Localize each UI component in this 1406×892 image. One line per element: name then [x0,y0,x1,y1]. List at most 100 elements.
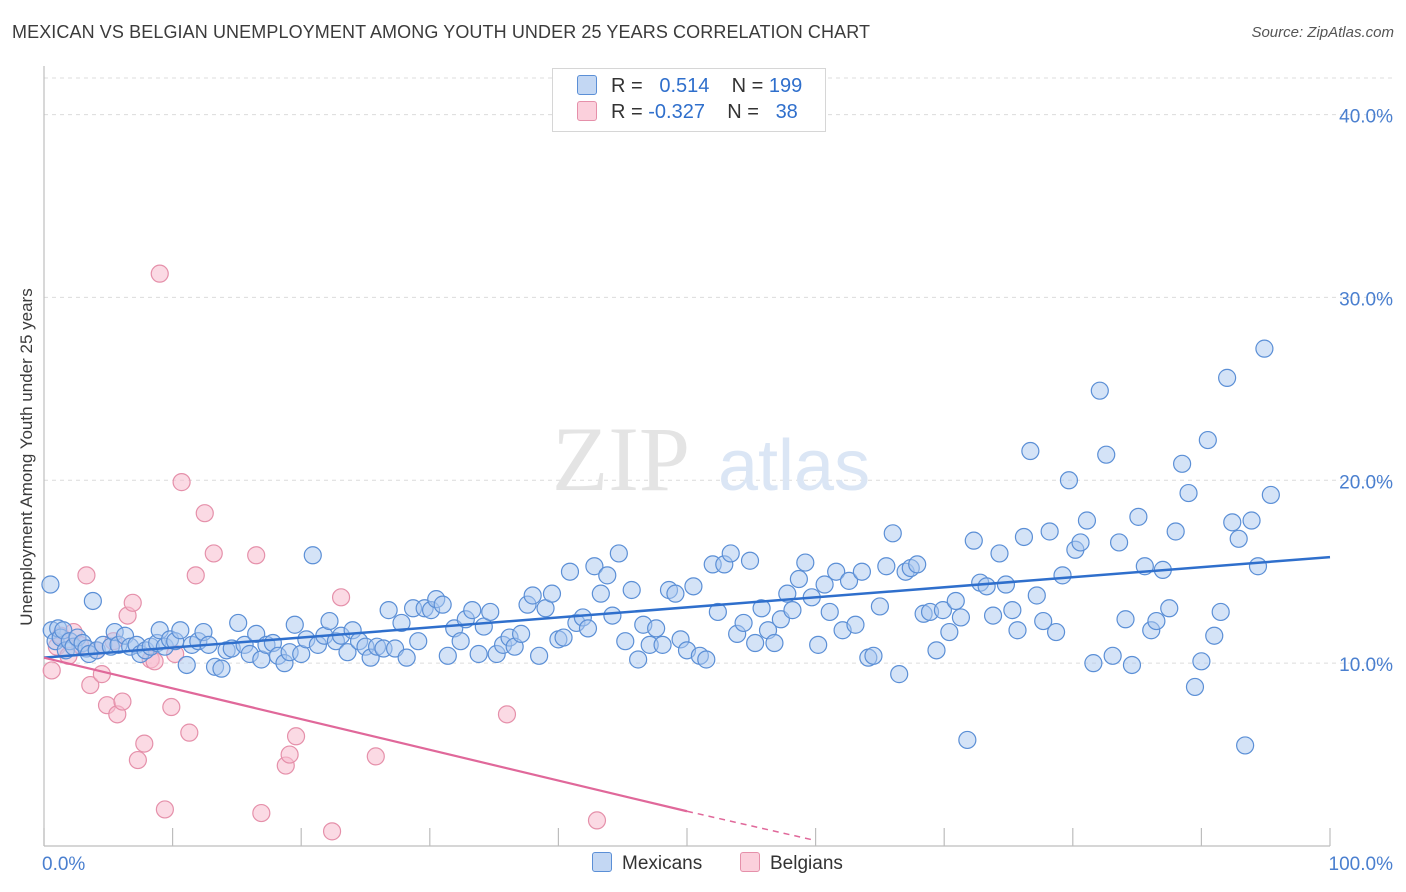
y-axis-label: Unemployment Among Youth under 25 years [17,288,36,625]
mexicans-point [303,546,322,565]
mexicans-point [397,648,416,667]
mexicans-point [285,615,304,634]
mexicans-r-label: R = [611,75,643,97]
mexicans-point [542,584,562,603]
belgians-point [123,593,142,612]
mexicans-point [523,586,542,605]
y-tick-label: 30.0% [1339,289,1393,310]
belgians-point [155,800,174,819]
mexicans-r-value: 0.514 [659,75,710,97]
belgians-point [128,750,147,770]
mexicans-point [789,569,808,589]
mexicans-point [585,557,604,576]
mexicans-point [1116,610,1135,629]
belgians-point [172,473,191,492]
mexicans-point [1129,507,1148,526]
mexicans-point [746,633,765,653]
bottom-mexicans-label: Mexicans [622,853,703,874]
mexicans-point [1185,677,1205,697]
belgians-series [42,264,607,841]
belgians-point [252,803,271,823]
mexicans-point [1034,611,1053,631]
legend-row-belgians: R = -0.327 N = 38 [577,101,798,127]
mexicans-point [852,562,871,581]
mexicans-point [1166,522,1185,541]
mexicans-point [1059,471,1079,490]
mexicans-point [883,524,902,543]
mexicans-point [554,628,573,647]
correlation-legend: R = 0.514 N = 199 R = -0.327 N = 38 [552,68,826,132]
belgians-point [366,747,385,766]
mexicans-point [1053,566,1072,585]
bottom-legend-belgians: Belgians [740,852,843,875]
belgians-point [186,566,205,585]
legend-row-mexicans: R = 0.514 N = 199 [577,75,802,101]
bottom-mexicans-swatch [592,852,612,872]
mexicans-series [41,339,1280,755]
mexicans-point [933,601,953,620]
belgians-point [180,723,199,742]
mexicans-point [983,606,1003,625]
mexicans-point [1103,646,1122,665]
chart-title: MEXICAN VS BELGIAN UNEMPLOYMENT AMONG YO… [12,22,871,42]
belgians-point [587,811,607,830]
mexicans-point [1071,533,1090,552]
mexicans-point [1229,529,1248,548]
mexicans-point [1008,621,1027,640]
bottom-belgians-swatch [740,852,760,872]
mexicans-point [1003,601,1022,620]
mexicans-point [1046,622,1066,642]
y-tick-label: 40.0% [1339,107,1393,128]
mexicans-point [927,641,946,660]
mexicans-point [1255,339,1274,358]
mexicans-point [951,608,971,627]
mexicans-point [1160,599,1179,618]
mexicans-point [647,619,666,638]
mexicans-point [609,544,628,563]
mexicans-point [946,591,965,611]
mexicans-point [629,650,648,669]
mexicans-point [481,602,500,622]
mexicans-point [721,544,740,563]
mexicans-point [1040,522,1059,541]
mexicans-point [463,601,482,620]
tick-labels: 10.0% 20.0% 30.0% 40.0% 0.0% 100.0% [42,107,1393,875]
bottom-belgians-label: Belgians [770,853,843,874]
mexicans-point [864,646,883,665]
mexicans-point [212,659,231,678]
mexicans-point [451,632,470,651]
mexicans-point [1261,485,1280,505]
mexicans-point [512,624,531,643]
mexicans-point [940,622,959,642]
belgians-point [195,504,214,523]
belgians-point [280,745,299,764]
mexicans-point [765,633,784,653]
mexicans-point [622,580,641,600]
mexicans-point [177,655,196,675]
mexicans-point [1027,586,1046,605]
mexicans-point [1014,527,1034,547]
mexicans-point [796,553,815,572]
mexicans-point [1097,445,1116,464]
belgians-trend-extension [686,810,816,842]
y-tick-label: 20.0% [1339,472,1393,493]
mexicans-point [171,621,190,640]
belgians-point [77,566,96,585]
mexicans-point [83,591,102,611]
watermark-atlas: atlas [718,426,870,506]
mexicans-point [1211,602,1230,622]
mexicans-point [1109,533,1129,552]
mexicans-point [1218,368,1237,387]
belgians-swatch [577,101,597,121]
mexicans-point [1077,511,1097,530]
mexicans-point [603,606,622,625]
mexicans-point [666,584,685,603]
mexicans-point [990,544,1009,563]
belgians-point [286,727,306,746]
axes [43,66,1331,847]
mexicans-point [870,597,890,616]
mexicans-point [530,646,549,665]
mexicans-point [977,577,996,596]
mexicans-point [598,566,617,585]
mexicans-point [1242,511,1261,530]
